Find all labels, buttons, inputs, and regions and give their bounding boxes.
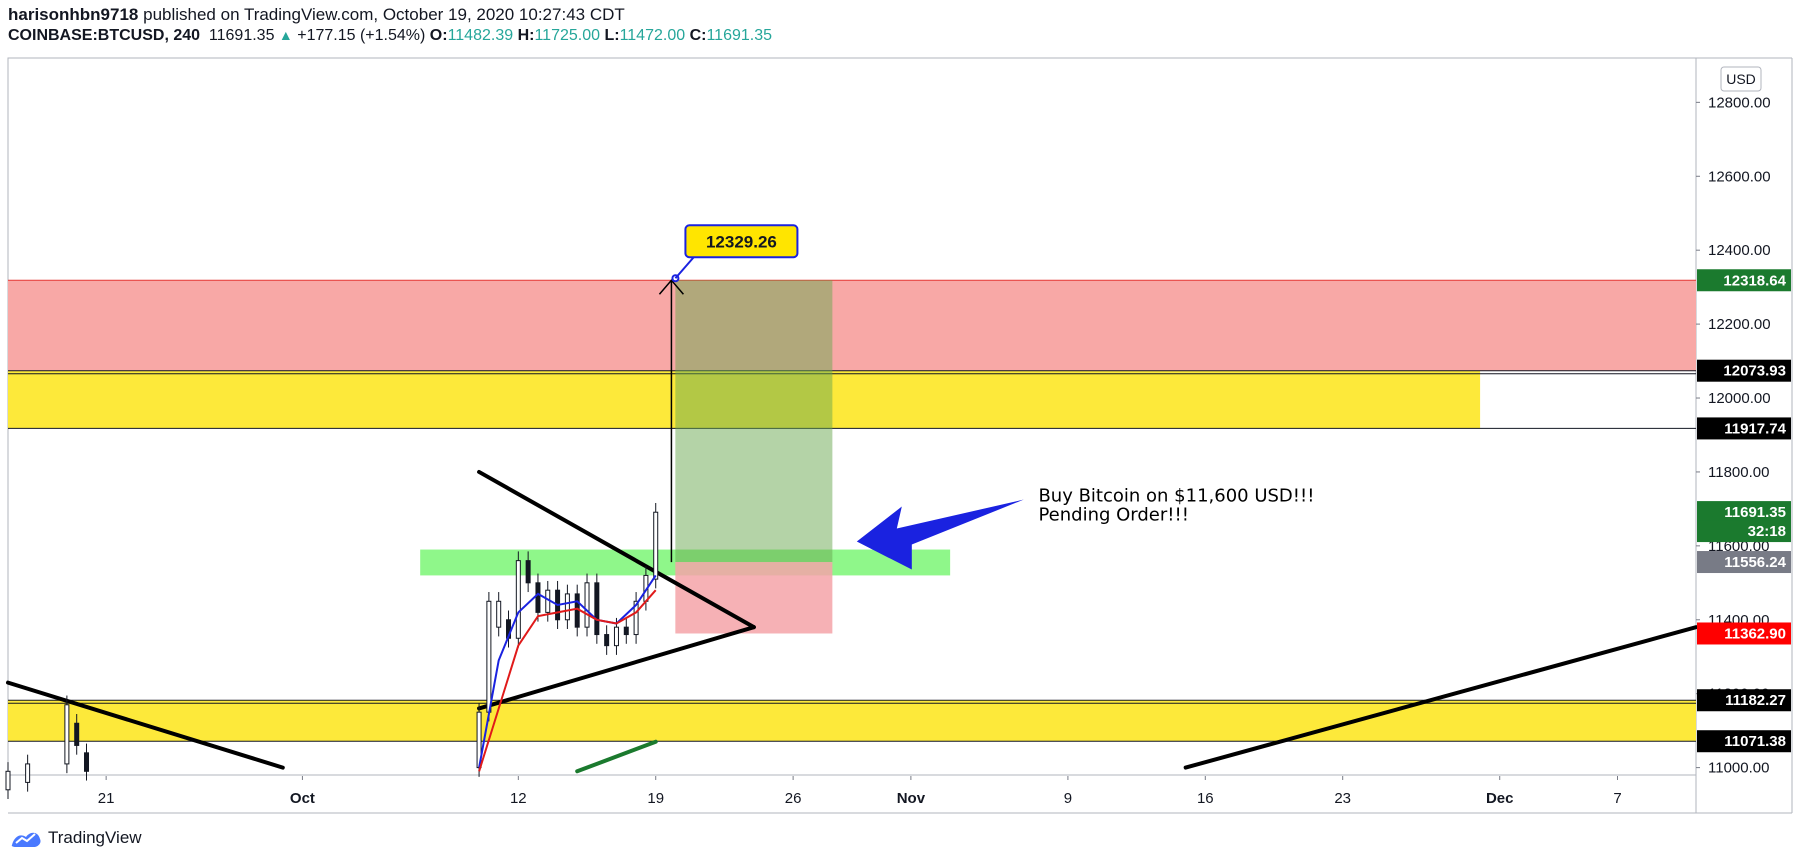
candle-body[interactable] xyxy=(535,582,541,613)
price-badge-label: 11182.27 xyxy=(1725,692,1786,709)
price-badge-label: 11917.74 xyxy=(1724,420,1786,437)
x-tick-label: 23 xyxy=(1334,790,1351,807)
price-badge[interactable] xyxy=(1697,622,1791,645)
candle-body[interactable] xyxy=(476,711,482,769)
x-tick-label: Oct xyxy=(290,790,315,807)
target-callout-label: 12329.26 xyxy=(706,232,777,251)
x-tick-label: 16 xyxy=(1197,790,1214,807)
price-badge[interactable] xyxy=(1697,501,1791,524)
published-text: published on TradingView.com, October 19… xyxy=(143,5,625,24)
price-badge-label: 11071.38 xyxy=(1724,733,1786,750)
y-tick-label: 11800.00 xyxy=(1708,464,1769,481)
up-arrow-icon: ▲ xyxy=(278,27,293,43)
target-callout[interactable] xyxy=(684,224,799,259)
price-change: +177.15 (+1.54%) xyxy=(297,27,426,44)
symbol-line: COINBASE:BTCUSD, 240 11691.35 ▲ +177.15 … xyxy=(8,26,772,45)
y-tick-label: 11000.00 xyxy=(1708,760,1769,777)
low-label: L: xyxy=(604,27,620,44)
footer: TradingView xyxy=(10,827,142,849)
price-badge-label: 12073.93 xyxy=(1723,363,1786,380)
price-badge-label: 32:18 xyxy=(1748,523,1786,540)
price-badge-label: 11556.24 xyxy=(1724,554,1786,571)
annotation-line1: Buy Bitcoin on $11,600 USD!!! xyxy=(1038,486,1314,507)
x-tick-label: 26 xyxy=(785,790,802,807)
candle-body[interactable] xyxy=(64,704,70,765)
currency-button[interactable] xyxy=(1720,66,1762,92)
candle-body[interactable] xyxy=(604,634,610,647)
y-tick-label: 12600.00 xyxy=(1708,168,1771,185)
high-label: H: xyxy=(517,27,535,44)
x-tick-label: 9 xyxy=(1064,790,1072,807)
candle-body[interactable] xyxy=(653,511,659,580)
low-value: 11472.00 xyxy=(619,27,686,44)
chart-header: harisonhbn9718 published on TradingView.… xyxy=(8,5,772,45)
candle-body[interactable] xyxy=(5,770,11,791)
price-badge-label: 11362.90 xyxy=(1724,625,1786,642)
blue-arrow[interactable] xyxy=(856,499,1024,570)
ema-fast-line[interactable] xyxy=(478,574,657,768)
annotation-line2: Pending Order!!! xyxy=(1038,505,1188,526)
ema-slow-line[interactable] xyxy=(478,589,657,772)
price-badge[interactable] xyxy=(1697,551,1791,574)
price-badge[interactable] xyxy=(1697,359,1791,382)
candle-body[interactable] xyxy=(633,600,639,636)
x-tick-label: 19 xyxy=(647,790,664,807)
open-value: 11482.39 xyxy=(447,27,514,44)
candle-body[interactable] xyxy=(496,600,502,628)
candle-body[interactable] xyxy=(74,722,80,746)
target-callout-pointer xyxy=(674,254,697,279)
candle-body[interactable] xyxy=(84,752,90,772)
triangle-upper[interactable] xyxy=(477,469,756,630)
candle-body[interactable] xyxy=(525,560,531,584)
demand-zone[interactable] xyxy=(8,700,1696,742)
projection-arrowhead xyxy=(658,279,684,295)
candle-body[interactable] xyxy=(613,626,619,647)
target-box[interactable] xyxy=(675,280,833,563)
price-badge[interactable] xyxy=(1697,520,1791,543)
x-tick-label: Dec xyxy=(1486,790,1514,807)
candle-body[interactable] xyxy=(486,600,492,713)
y-tick-label: 12800.00 xyxy=(1708,94,1771,111)
x-tick-label: 12 xyxy=(510,790,527,807)
publish-line: harisonhbn9718 published on TradingView.… xyxy=(8,5,772,24)
candle-body[interactable] xyxy=(564,593,570,621)
price-badge[interactable] xyxy=(1697,730,1791,753)
tradingview-brand[interactable]: TradingView xyxy=(48,828,142,847)
price-badge[interactable] xyxy=(1697,689,1791,712)
price-badge[interactable] xyxy=(1697,417,1791,440)
price-badge-label: 11691.35 xyxy=(1724,504,1786,521)
descending-line[interactable] xyxy=(6,680,285,770)
candle-body[interactable] xyxy=(25,763,31,783)
candle-body[interactable] xyxy=(515,560,521,639)
ascending-line[interactable] xyxy=(1183,625,1698,770)
author-name[interactable]: harisonhbn9718 xyxy=(8,5,139,24)
price-badge-label: 12318.64 xyxy=(1723,272,1786,289)
price-badge[interactable] xyxy=(1697,269,1791,292)
symbol-label: COINBASE:BTCUSD, 240 xyxy=(8,27,201,44)
triangle-lower[interactable] xyxy=(477,625,756,711)
y-tick-label: 11600.00 xyxy=(1708,538,1769,555)
currency-label: USD xyxy=(1726,71,1756,87)
high-value: 11725.00 xyxy=(534,27,600,44)
candle-body[interactable] xyxy=(584,582,590,628)
resistance-zone[interactable] xyxy=(8,280,1696,371)
y-tick-label: 12000.00 xyxy=(1708,390,1771,407)
green-curve[interactable] xyxy=(575,739,658,774)
price-chart[interactable]: 12329.26 Buy Bitcoin on $11,600 USD!!!Pen… xyxy=(0,0,1794,820)
close-value: 11691.35 xyxy=(706,27,772,44)
y-tick-label: 12200.00 xyxy=(1708,316,1771,333)
x-tick-label: Nov xyxy=(897,790,926,807)
close-label: C: xyxy=(689,27,707,44)
x-tick-label: 7 xyxy=(1613,790,1621,807)
y-tick-label: 12400.00 xyxy=(1708,242,1771,259)
candle-body[interactable] xyxy=(623,626,629,636)
x-tick-label: 21 xyxy=(98,790,115,807)
tradingview-logo-icon xyxy=(11,832,41,847)
last-price: 11691.35 xyxy=(208,27,275,44)
candle-body[interactable] xyxy=(594,582,600,636)
open-label: O: xyxy=(429,27,448,44)
